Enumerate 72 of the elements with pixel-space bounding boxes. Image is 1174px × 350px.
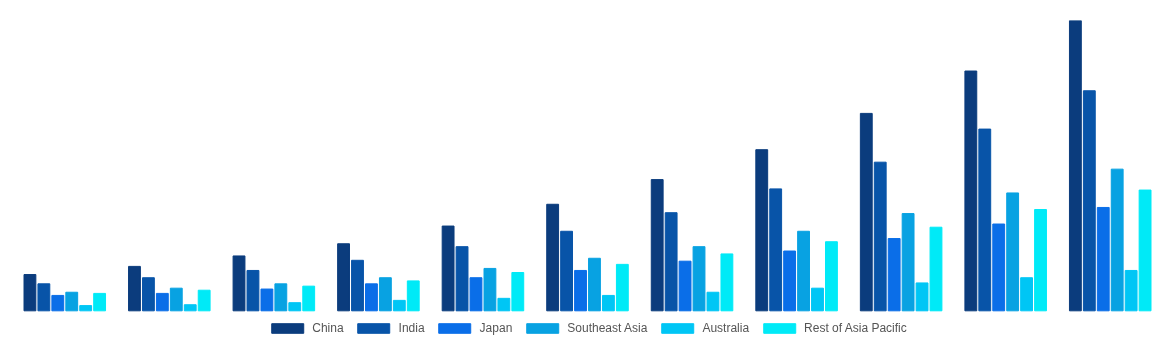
bar [546, 203, 560, 312]
bar [720, 253, 734, 312]
bar [378, 277, 392, 312]
bar [23, 274, 37, 312]
bar [455, 246, 469, 312]
bar [274, 283, 288, 312]
bar [901, 213, 915, 312]
bar [1096, 206, 1110, 312]
bar [1082, 90, 1096, 312]
bar [169, 287, 183, 312]
bar [1006, 192, 1020, 312]
bar [141, 277, 155, 312]
bar [769, 188, 783, 312]
bar [441, 225, 455, 312]
bar [232, 255, 246, 312]
bar [79, 305, 93, 312]
bar [497, 297, 511, 312]
bar [588, 257, 601, 312]
bar [246, 269, 260, 312]
bar [365, 283, 378, 312]
bar [929, 226, 943, 312]
bar [288, 302, 302, 312]
legend-label: Southeast Asia [567, 321, 648, 335]
bar [560, 230, 574, 312]
bar [65, 291, 79, 312]
bar [706, 291, 720, 312]
bar [859, 112, 873, 312]
bar [469, 277, 483, 312]
bar [601, 294, 615, 312]
bar [260, 288, 274, 312]
bar [392, 299, 406, 312]
bar [825, 241, 838, 312]
bar [783, 250, 797, 312]
bar [37, 283, 51, 312]
bar [797, 230, 810, 312]
legend-label: Japan [479, 321, 513, 335]
bar [615, 263, 629, 312]
bar [406, 280, 420, 312]
bar [155, 292, 169, 312]
bar [302, 285, 316, 312]
bar [915, 282, 929, 312]
legend-label: China [312, 321, 344, 335]
bar [755, 149, 769, 312]
bar [1124, 269, 1138, 312]
bar [1068, 20, 1082, 312]
bar [197, 289, 211, 312]
bar [1034, 209, 1047, 312]
bar [93, 292, 107, 312]
bar [128, 265, 141, 312]
bar [992, 223, 1006, 312]
bar [511, 272, 525, 312]
bar [873, 161, 887, 312]
bar [483, 267, 497, 312]
bar [664, 212, 678, 312]
bar [1020, 277, 1034, 312]
bar [811, 287, 824, 312]
bar [978, 128, 992, 312]
legend-label: India [398, 321, 425, 335]
bar [650, 179, 664, 312]
bar [678, 260, 692, 312]
bar [574, 269, 587, 312]
bar [1138, 189, 1152, 312]
bar [1110, 168, 1124, 312]
legend-label: Rest of Asia Pacific [804, 321, 907, 335]
bar [692, 246, 706, 312]
bar [337, 243, 350, 312]
bar [351, 259, 364, 312]
bar [183, 304, 197, 312]
bar [887, 238, 901, 312]
legend-label: Australia [702, 321, 750, 335]
bar [964, 70, 978, 312]
bar [51, 294, 65, 312]
